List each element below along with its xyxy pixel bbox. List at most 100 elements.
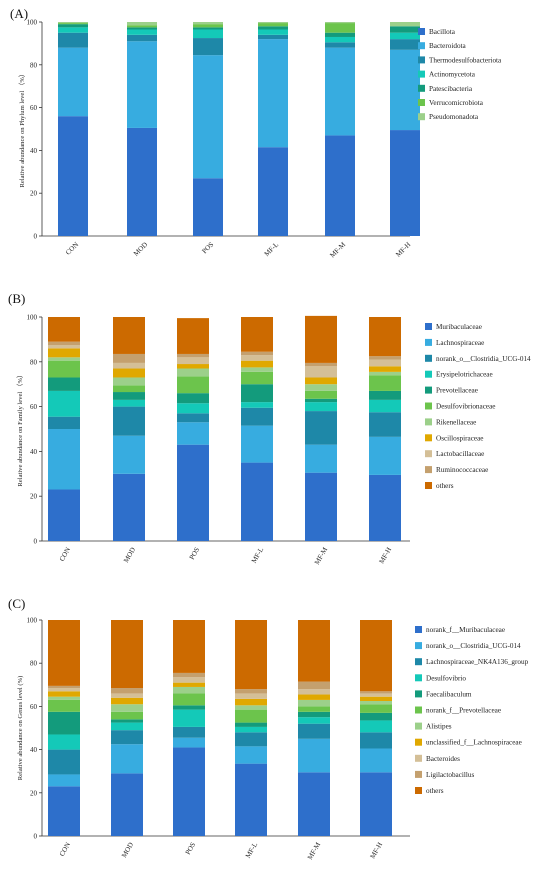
bar-segment-verrucomicrobiota-con (58, 23, 88, 25)
bar-segment-norank-f-muribaculaceae-mf-h (360, 772, 392, 836)
bar-segment-thermodesulfobacteriota-mf-m (325, 42, 355, 48)
bar-segment-lactobacillaceae-mod (113, 362, 145, 369)
bar-segment-bacteroides-pos (173, 677, 205, 683)
bar-segment-norank-o-clostridia-ucg-014-mf-m (305, 411, 337, 445)
bar-segment-ruminococcaceae-mf-m (305, 362, 337, 367)
bar-segment-others-mf-m (298, 620, 330, 682)
legend-swatch (415, 626, 422, 633)
bar-segment-muribaculaceae-mod (113, 473, 145, 541)
bar-segment-bacillota-mf-m (325, 135, 355, 236)
chart-panel-1: (A) 0 20 40 60 80 100 Relative abundance on Phy… (10, 6, 502, 259)
bar-segment-lachnospiraceae-mod (113, 435, 145, 474)
panel-label: (C) (8, 596, 25, 611)
bar-segment-norank-o-clostridia-ucg-014-mf-h (369, 412, 401, 437)
x-tick-label: MF-L (244, 841, 259, 859)
bar-segment-faecalibaculum-pos (173, 705, 205, 710)
y-tick-label: 0 (34, 233, 38, 241)
bar-segment-alistipes-mod (111, 704, 143, 712)
legend-swatch (425, 466, 432, 474)
bar-segment-desulfovibrionaceae-mf-h (369, 375, 401, 391)
bar-segment-rikenellaceae-mf-l (241, 367, 273, 372)
bar-segment-muribaculaceae-con (48, 489, 80, 541)
bar-segment-lachnospiraceae-con (48, 429, 80, 490)
legend-entry: Actinomycetota (429, 71, 476, 79)
bar-segment-others-mf-l (235, 620, 267, 690)
legend-entry: unclassified_f__Lachnospiraceae (426, 739, 522, 747)
y-tick-label: 100 (27, 19, 38, 27)
bar-segment-unclassified-f-lachnospiraceae-mf-h (360, 696, 392, 701)
y-axis-label: Relative abundance on Genus level (%) (17, 676, 24, 781)
legend-entry: Patescibacteria (429, 85, 473, 93)
bar-segment-rikenellaceae-mf-h (369, 371, 401, 376)
bar-segment-prevotellaceae-con (48, 377, 80, 391)
bar-segment-bacillota-pos (193, 178, 223, 236)
x-tick-label: MF-H (369, 841, 385, 860)
legend-swatch (418, 70, 425, 78)
x-tick-label: CON (58, 841, 72, 858)
bar-segment-norank-f-prevotellaceae-mf-h (360, 704, 392, 713)
y-axis-label: Relative abundance on Family level （%） (16, 371, 24, 486)
bar-segment-norank-f-muribaculaceae-mf-l (235, 763, 267, 836)
legend-swatch (415, 658, 422, 666)
legend-entry: Thermodesulfobacteriota (429, 56, 502, 64)
legend-entry: others (436, 482, 454, 490)
bar-segment-faecalibaculum-mf-l (235, 722, 267, 727)
bar-segment-others-con (48, 620, 80, 686)
panel-label: (B) (8, 291, 25, 306)
bar-segment-bacillota-mod (127, 127, 157, 236)
y-tick-label: 100 (27, 617, 38, 625)
legend-swatch (425, 434, 432, 442)
bar-segment-norank-f-prevotellaceae-mf-m (298, 706, 330, 712)
bar-segment-oscillospiraceae-mf-l (241, 360, 273, 368)
bar-segment-muribaculaceae-mf-m (305, 472, 337, 541)
legend-swatch (418, 99, 425, 106)
legend-entry: Oscillospiraceae (436, 434, 484, 442)
bar-segment-bacteroidota-mf-h (390, 49, 420, 131)
bar-segment-rikenellaceae-pos (177, 368, 209, 377)
bar-segment-oscillospiraceae-mf-m (305, 377, 337, 385)
bar-segment-erysipelotrichaceae-mod (113, 399, 145, 407)
legend-swatch (425, 418, 432, 426)
legend-entry: Lachnospiraceae_NK4A136_group (426, 658, 529, 666)
legend-entry: Verrucomicrobiota (429, 99, 484, 107)
legend-swatch (418, 84, 425, 92)
x-tick-label: MF-L (263, 241, 280, 258)
legend-entry: Bacillota (429, 28, 456, 36)
y-tick-label: 40 (30, 147, 38, 155)
bar-segment-norank-o-clostridia-ucg-014-pos (173, 737, 205, 748)
bar-segment-norank-f-muribaculaceae-mf-m (298, 772, 330, 836)
bar-segment-pseudomonadota-mod (127, 22, 157, 26)
x-tick-label: MF-H (378, 546, 394, 565)
y-tick-label: 60 (30, 104, 38, 112)
legend-swatch (418, 113, 425, 121)
bar-segment-desulfovibrio-mf-m (298, 717, 330, 724)
legend-swatch (425, 482, 432, 489)
x-tick-label: MF-M (328, 240, 347, 259)
bar-segment-oscillospiraceae-con (48, 348, 80, 358)
legend-entry: Rikenellaceae (436, 418, 476, 426)
bar-segment-lachnospiraceae-nk4a136-group-mf-m (298, 723, 330, 739)
bar-segment-norank-o-clostridia-ucg-014-con (48, 416, 80, 429)
x-tick-label: MF-M (306, 840, 323, 861)
bar-segment-others-mod (111, 620, 143, 689)
y-axis-label: Relative abundance on Phylum level （%） (18, 70, 26, 187)
bar-segment-norank-f-muribaculaceae-mod (111, 773, 143, 836)
bar-segment-thermodesulfobacteriota-mf-h (390, 39, 420, 50)
legend-entry: others (426, 787, 444, 795)
bar-segment-unclassified-f-lachnospiraceae-con (48, 691, 80, 697)
bar-segment-lachnospiraceae-mf-l (241, 425, 273, 463)
bar-segment-bacteroidota-mf-m (325, 47, 355, 136)
bar-segment-erysipelotrichaceae-mf-l (241, 402, 273, 408)
x-tick-label: POS (201, 241, 216, 256)
legend-entry: Desulfovibrio (426, 674, 466, 682)
bar-segment-desulfovibrionaceae-con (48, 360, 80, 378)
legend-entry: Pseudomonadota (429, 113, 479, 121)
bar-segment-others-pos (177, 318, 209, 354)
bar-segment-bacteroidota-mf-l (258, 39, 288, 148)
y-tick-label: 100 (27, 314, 38, 322)
bar-segment-bacteroidota-pos (193, 55, 223, 179)
legend-entry: Muribaculaceae (436, 323, 482, 331)
bar-segment-alistipes-mf-h (360, 701, 392, 705)
legend-swatch (425, 386, 432, 394)
bar-segment-ligilactobacillus-mf-m (298, 681, 330, 690)
